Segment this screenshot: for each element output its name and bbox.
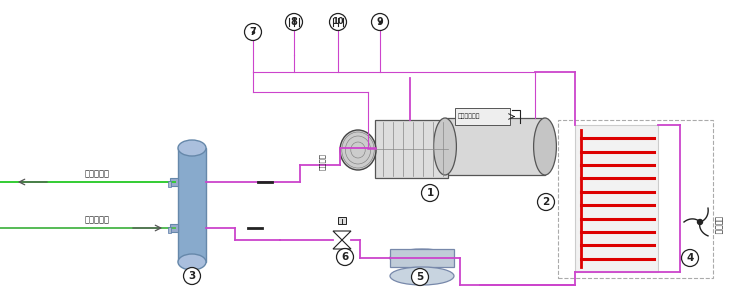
Text: 风向流动: 风向流动 <box>713 216 722 234</box>
Bar <box>390 249 454 267</box>
Bar <box>338 217 346 224</box>
Text: 4: 4 <box>686 253 693 263</box>
Bar <box>375 120 448 178</box>
Circle shape <box>371 14 389 30</box>
Polygon shape <box>333 231 351 240</box>
Circle shape <box>184 268 201 284</box>
Text: 5: 5 <box>417 272 423 282</box>
Circle shape <box>698 219 702 225</box>
Ellipse shape <box>390 249 454 267</box>
Bar <box>170 224 178 232</box>
Text: 2: 2 <box>542 197 550 207</box>
Circle shape <box>682 250 699 266</box>
Ellipse shape <box>434 118 457 175</box>
Bar <box>168 181 171 187</box>
Circle shape <box>244 23 261 41</box>
Text: 10: 10 <box>332 17 344 26</box>
Text: 低压吸气: 低压吸气 <box>319 154 326 170</box>
Ellipse shape <box>178 140 206 156</box>
Bar <box>178 148 206 262</box>
Ellipse shape <box>390 267 454 285</box>
Text: 1: 1 <box>426 188 434 198</box>
Circle shape <box>422 185 439 201</box>
Text: 高压排气流向: 高压排气流向 <box>458 114 480 119</box>
Polygon shape <box>333 240 351 249</box>
Bar <box>445 118 545 175</box>
Text: 载冷剂出口: 载冷剂出口 <box>85 169 110 178</box>
Text: 7: 7 <box>249 27 256 37</box>
Text: 9: 9 <box>377 17 383 27</box>
Bar <box>455 108 510 125</box>
Circle shape <box>337 249 354 265</box>
Ellipse shape <box>340 130 376 170</box>
Ellipse shape <box>178 254 206 270</box>
Text: 6: 6 <box>341 252 349 262</box>
Circle shape <box>537 194 554 210</box>
Circle shape <box>329 14 346 30</box>
Bar <box>170 178 178 186</box>
Circle shape <box>286 14 303 30</box>
Bar <box>575 125 658 272</box>
Text: 8: 8 <box>291 17 297 27</box>
Text: 3: 3 <box>189 271 195 281</box>
Bar <box>558 120 713 278</box>
Text: 载冷剂流入: 载冷剂流入 <box>85 216 110 225</box>
Circle shape <box>411 268 428 286</box>
Ellipse shape <box>534 118 556 175</box>
Bar <box>168 227 171 233</box>
